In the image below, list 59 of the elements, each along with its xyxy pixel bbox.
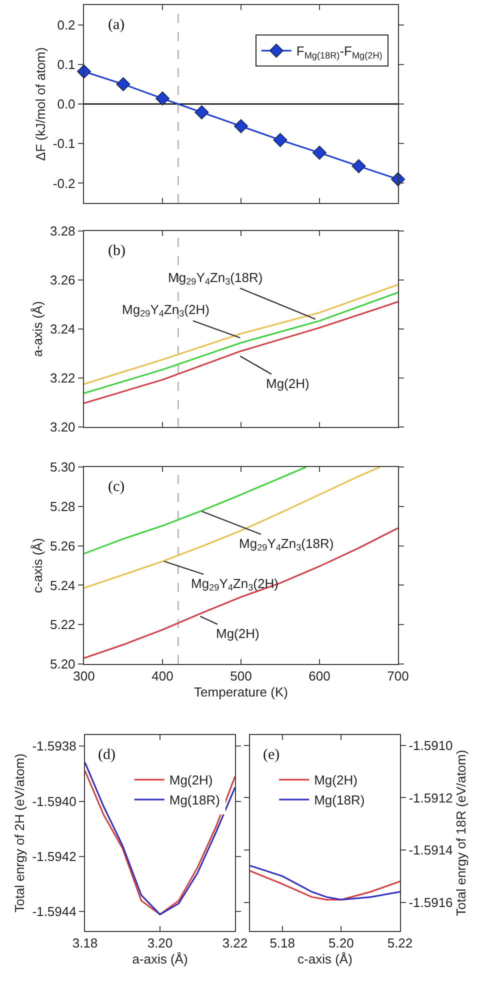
y-tick-label: 5.24 [50,578,76,593]
y-axis-title: Total enrgy of 2H (eV/atom) [12,754,28,912]
annotation: (e) [263,747,280,763]
x-tick-label: 500 [230,668,252,684]
y-tick-label: 3.22 [50,370,76,386]
legend-label: Mg(18R) [314,792,365,808]
annotation: (a) [108,17,125,33]
x-tick-label: 3.20 [147,936,173,951]
x-axis-title: a-axis (Å) [132,951,188,966]
y-tick-label: 5.30 [50,460,76,475]
annotation: (c) [108,479,125,495]
annotation: Mg$_{29}$Y$_{4}$Zn$_{3}$(18R) [168,270,263,287]
y2-axis-title: Total enrgy of 18R (eV/atom) [453,750,468,916]
annotation: Mg$_{29}$Y$_{4}$Zn$_{3}$(2H) [191,576,278,593]
y-tick-label: 5.28 [50,498,76,514]
x-tick-label: 5.18 [270,936,296,951]
y-axis-title: a-axis (Å) [30,301,45,357]
x-tick-label: 3.18 [72,936,98,951]
y-tick-label: -1.5944 [32,904,76,920]
x-tick-label: 400 [152,668,174,684]
y-tick-label: 3.28 [50,224,76,239]
y-tick-label: -1.5942 [32,849,76,864]
y2-tick-label: -1.5914 [408,842,453,858]
y-tick-label: -0.2 [52,176,76,191]
y-tick-label: 3.20 [50,420,76,435]
y-axis-title: ΔF (kJ/mol of atom) [32,47,48,161]
annotation: Mg(2H) [216,626,260,641]
x-axis-title: Temperature (K) [194,684,288,700]
y-tick-label: -1.5938 [32,738,76,754]
legend-label: F$_{Mg(18R)}$-F$_{Mg(2H)}$ [296,44,382,60]
y-tick-label: -0.1 [52,136,76,152]
y-tick-label: 5.22 [50,617,76,632]
legend-label: Mg(2H) [169,772,213,788]
y-axis-title: c-axis (Å) [30,538,45,593]
x-tick-label: 3.22 [222,936,248,951]
legend-label: Mg(2H) [314,772,358,788]
y2-tick-label: -1.5916 [408,894,453,910]
y-tick-label: 0.0 [57,96,76,112]
y-tick-label: -1.5940 [32,794,76,809]
x-axis-title: c-axis (Å) [298,951,352,966]
y2-tick-label: -1.5910 [408,738,453,753]
x-tick-label: 5.22 [387,936,413,951]
y-tick-label: 3.24 [50,322,76,337]
annotation: Mg$_{29}$Y$_{4}$Zn$_{3}$(2H) [122,302,210,319]
y-tick-label: 0.2 [57,17,76,32]
y-tick-label: 0.1 [57,56,76,72]
y2-tick-label: -1.5912 [408,790,453,806]
annotation: Mg$_{29}$Y$_{4}$Zn$_{3}$(18R) [239,536,334,553]
annotation: (b) [108,243,126,259]
x-tick-label: 600 [308,668,330,684]
y-tick-label: 5.26 [50,538,76,554]
legend-label: Mg(18R) [169,792,220,808]
y-tick-label: 3.26 [50,272,76,288]
x-tick-label: 300 [73,668,95,684]
annotation: Mg(2H) [266,376,310,391]
y-tick-label: 5.20 [50,656,76,672]
annotation: (d) [98,747,116,763]
x-tick-label: 5.20 [328,936,354,951]
x-tick-label: 700 [387,668,409,684]
